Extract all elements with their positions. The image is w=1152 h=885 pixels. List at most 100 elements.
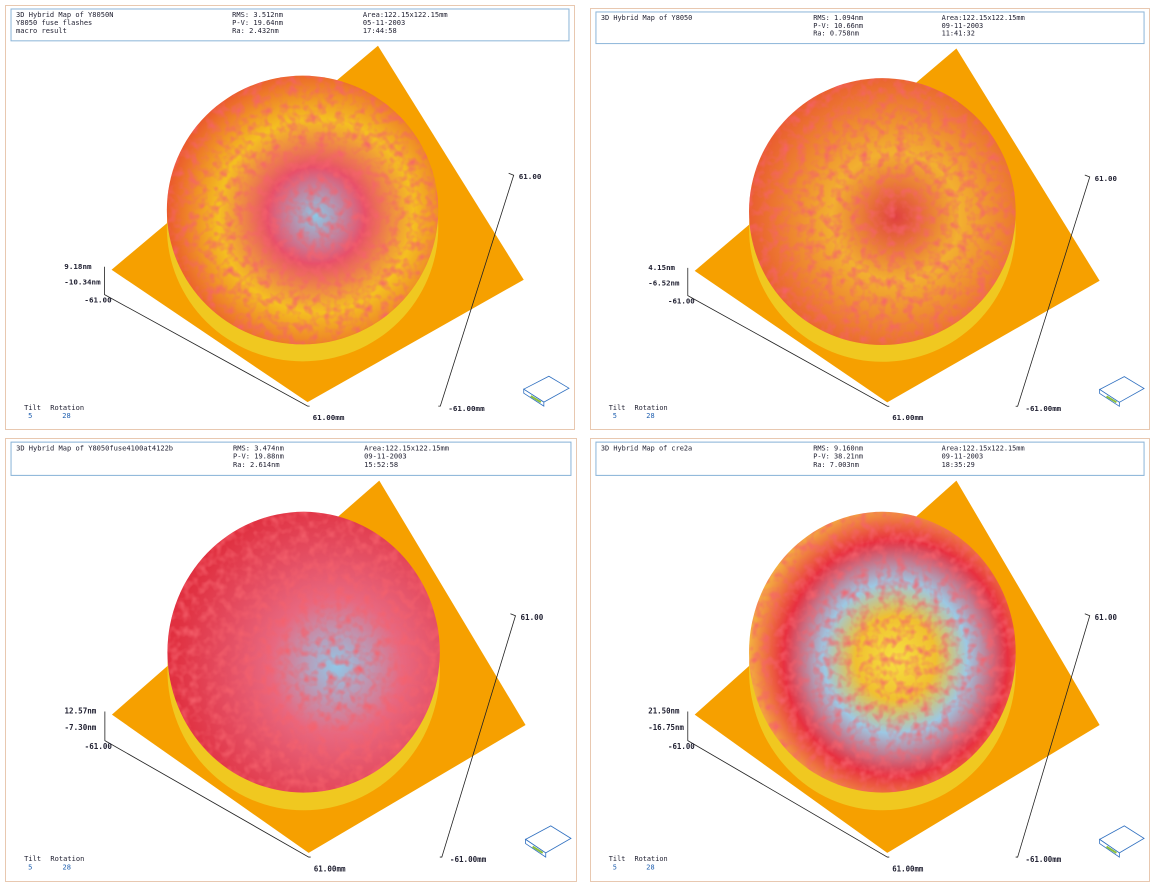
title-line: 3D Hybrid Map of Y8050 <box>601 14 692 22</box>
tilt-label: Tilt <box>24 854 41 863</box>
z-min-label: -7.30nm <box>65 723 97 732</box>
rotation-value: 28 <box>62 412 70 420</box>
axis-label: -61.00 <box>668 297 695 306</box>
axis-line <box>687 711 890 858</box>
surface-texture <box>167 511 440 793</box>
header-box <box>595 11 1145 45</box>
info-line: 18:35:29 <box>942 460 975 469</box>
axis-label: -61.00mm <box>450 855 487 864</box>
title-line: Y8050 fuse flashes <box>16 19 92 27</box>
title-line: macro result <box>16 27 67 35</box>
info-line: 11:41:32 <box>942 30 975 38</box>
tilt-value: 5 <box>613 412 617 420</box>
map-panel: 3D Hybrid Map of Y8050N Y8050 fuse flashe… <box>5 5 575 430</box>
tilt-label: Tilt <box>609 854 626 863</box>
axis-label: 61.00mm <box>314 864 346 873</box>
axis-line <box>104 711 311 858</box>
axis-line <box>687 267 890 407</box>
info-line: Area:122.15x122.15mm <box>363 11 448 19</box>
stat-line: RMS: 9.160nm <box>813 443 863 452</box>
stat-line: Ra: 2.614nm <box>233 460 280 469</box>
header-box <box>10 8 570 42</box>
stat-line: P-V: 19.88nm <box>233 452 284 461</box>
axis-label: 61.00mm <box>313 413 345 422</box>
axis-label: -61.00 <box>84 296 112 305</box>
stat-line: P-V: 38.21nm <box>813 452 863 461</box>
orientation-icon <box>524 825 572 854</box>
surface-texture <box>749 511 1016 793</box>
header-box <box>595 441 1145 476</box>
tilt-value: 5 <box>613 862 617 871</box>
rotation-value: 28 <box>646 412 654 420</box>
axis-label: 61.00 <box>1095 613 1118 622</box>
stat-line: RMS: 3.474nm <box>233 443 284 452</box>
info-line: 09-11-2003 <box>364 452 406 461</box>
z-max-label: 12.57nm <box>65 706 97 715</box>
axis-label: -61.00mm <box>1026 404 1062 413</box>
orientation-icon <box>1098 376 1145 403</box>
title-line: 3D Hybrid Map of Y8050N <box>16 11 113 19</box>
axis-line <box>104 266 310 407</box>
rotation-label: Rotation <box>50 854 84 863</box>
info-line: Area:122.15x122.15mm <box>942 14 1025 22</box>
tilt-label: Tilt <box>609 404 626 412</box>
z-min-label: -6.52nm <box>648 279 680 288</box>
axis-line <box>1015 613 1091 858</box>
z-max-label: 9.18nm <box>64 262 92 271</box>
rotation-value: 28 <box>646 862 654 871</box>
orientation-icon <box>532 845 544 854</box>
orientation-icon <box>1106 845 1117 854</box>
orientation-icon <box>1098 825 1145 854</box>
info-line: 09-11-2003 <box>942 22 984 30</box>
rotation-label: Rotation <box>634 404 667 412</box>
axis-label: 61.00mm <box>892 413 924 422</box>
info-line: Area:122.15x122.15mm <box>942 443 1025 452</box>
title-line: 3D Hybrid Map of cre2a <box>601 443 692 452</box>
tilt-value: 5 <box>28 862 32 871</box>
info-line: 17:44:58 <box>363 27 397 35</box>
orientation-icon <box>1106 395 1117 404</box>
axis-label: -61.00 <box>668 742 695 751</box>
axis-label: 61.00 <box>521 613 544 622</box>
stat-line: RMS: 1.094nm <box>813 14 863 22</box>
axis-line <box>438 172 515 407</box>
map-view: 3D Hybrid Map of Y8050fuse4100at4122b RMS… <box>10 441 572 874</box>
info-line: 09-11-2003 <box>942 452 984 461</box>
surface-texture <box>749 78 1016 346</box>
axis-label: -61.00 <box>85 742 113 751</box>
stat-line: RMS: 3.512nm <box>232 11 283 19</box>
rotation-value: 28 <box>62 862 70 871</box>
axis-line <box>439 613 516 858</box>
map-panel: 3D Hybrid Map of Y8050fuse4100at4122b RMS… <box>5 438 577 882</box>
axis-line <box>1015 174 1091 407</box>
tilt-label: Tilt <box>24 404 41 412</box>
map-panel: 3D Hybrid Map of cre2a RMS: 9.160nm P-V: 3… <box>590 438 1150 882</box>
stat-line: Ra: 2.432nm <box>232 27 279 35</box>
info-line: 15:52:58 <box>364 460 398 469</box>
tilt-value: 5 <box>28 412 32 420</box>
z-min-label: -10.34nm <box>64 278 101 287</box>
axis-label: -61.00mm <box>1026 855 1062 864</box>
z-max-label: 21.50nm <box>648 706 680 715</box>
rotation-label: Rotation <box>634 854 667 863</box>
info-line: Area:122.15x122.15mm <box>364 443 449 452</box>
orientation-icon <box>530 395 542 403</box>
z-min-label: -16.75nm <box>648 723 684 732</box>
stat-line: Ra: 0.758nm <box>813 30 859 38</box>
title-line: 3D Hybrid Map of Y8050fuse4100at4122b <box>16 443 173 452</box>
axis-label: 61.00mm <box>892 864 924 873</box>
axis-label: 61.00 <box>519 172 542 181</box>
stat-line: P-V: 10.66nm <box>813 22 863 30</box>
axis-label: -61.00mm <box>448 404 485 413</box>
header-box <box>10 441 572 476</box>
rotation-label: Rotation <box>50 404 84 412</box>
z-max-label: 4.15nm <box>648 263 675 272</box>
surface-texture <box>166 75 439 345</box>
info-line: 05-11-2003 <box>363 19 405 27</box>
stat-line: Ra: 7.003nm <box>813 460 859 469</box>
orientation-icon <box>522 375 570 403</box>
